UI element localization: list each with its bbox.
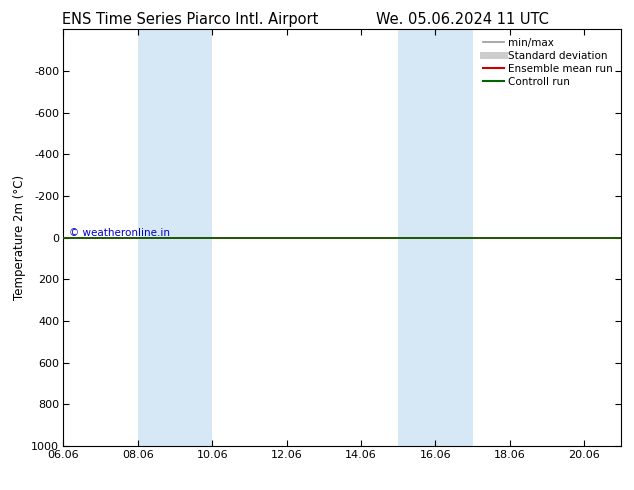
Y-axis label: Temperature 2m (°C): Temperature 2m (°C) [13,175,26,300]
Text: ENS Time Series Piarco Intl. Airport: ENS Time Series Piarco Intl. Airport [62,12,318,27]
Legend: min/max, Standard deviation, Ensemble mean run, Controll run: min/max, Standard deviation, Ensemble me… [480,35,616,90]
Text: We. 05.06.2024 11 UTC: We. 05.06.2024 11 UTC [377,12,549,27]
Bar [138,29,212,446]
Bar [398,29,472,446]
Text: © weatheronline.in: © weatheronline.in [69,228,170,238]
